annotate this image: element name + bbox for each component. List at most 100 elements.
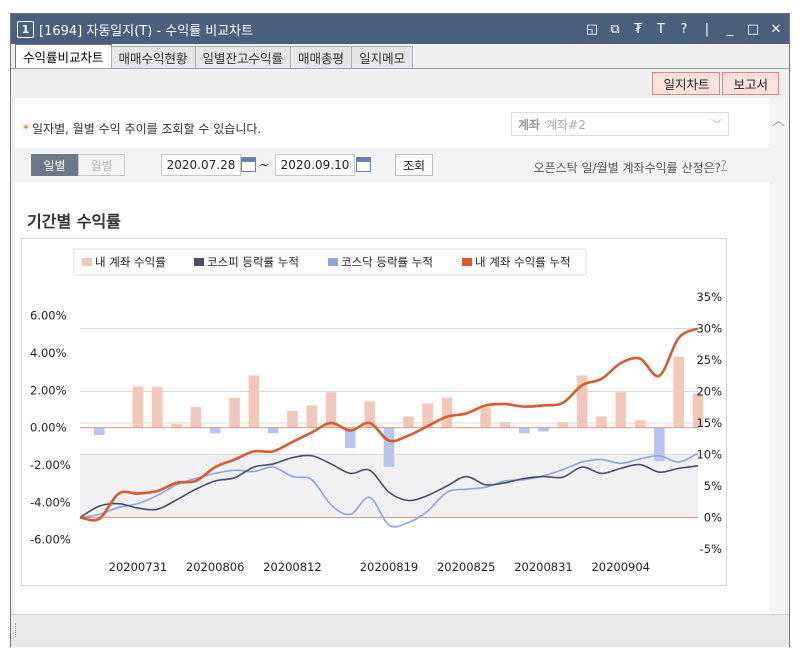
legend-swatch: [462, 258, 472, 266]
return-bar: [518, 427, 530, 434]
return-bar: [248, 375, 260, 428]
return-bar: [287, 410, 298, 428]
start-date-input[interactable]: 2020.07.28: [161, 154, 241, 176]
copy-window-icon[interactable]: ⧉: [610, 21, 620, 37]
return-bar: [480, 407, 491, 428]
query-controls: 일별 월별 2020.07.28 ~ 2020.09.10 조회 오픈스탁 일/…: [15, 148, 769, 182]
chevron-down-icon: ﹀: [711, 118, 722, 131]
return-bar: [306, 405, 318, 428]
notice-label: 일자별, 월별 수익 추이를 조회할 수 있습니다.: [32, 122, 262, 136]
close-icon[interactable]: ✕: [770, 21, 782, 37]
daily-toggle-button[interactable]: 일별: [31, 154, 78, 176]
return-bar: [171, 423, 182, 428]
return-bar: [151, 386, 163, 428]
return-bar: [345, 427, 356, 449]
left-axis-tick: 6.00%: [30, 309, 67, 323]
help-link[interactable]: 오픈스탁 일/월별 계좌수익률 산정은?: [533, 161, 721, 175]
restore-layout-icon[interactable]: ◱: [585, 21, 599, 37]
x-axis-tick: 20200812: [263, 560, 322, 574]
left-axis-tick: -2.00%: [30, 458, 71, 472]
right-axis-tick: 15%: [696, 416, 722, 430]
x-axis-tick: 20200904: [591, 560, 650, 574]
tab-daily-balance-return[interactable]: 일별잔고수익률: [194, 46, 292, 68]
chart-svg: 6.00% 4.00% 2.00% 0.00% -2.00% -4.00% -6.00% 35…: [30, 248, 722, 574]
search-button[interactable]: 조회: [395, 154, 433, 176]
right-axis-tick: 20%: [696, 385, 722, 399]
left-axis-tick: -4.00%: [30, 495, 71, 509]
tab-journal-memo[interactable]: 일지메모: [351, 46, 414, 68]
pin-icon[interactable]: ₮: [633, 21, 643, 37]
resize-grip-icon[interactable]: [15, 623, 17, 637]
tab-bar: 수익률비교차트 매매수익현황 일별잔고수익률 매매총평 일지메모: [11, 44, 789, 69]
asterisk-icon: *: [23, 122, 29, 136]
journal-chart-button[interactable]: 일지차트: [652, 72, 721, 95]
return-bar: [364, 401, 375, 428]
x-axis-tick: 20200825: [437, 560, 496, 574]
window-controls: ◱ ⧉ ₮ T ? | _ □ ✕: [585, 22, 783, 37]
right-axis-tick: 0%: [704, 511, 722, 525]
return-bar: [267, 427, 279, 434]
end-date-input[interactable]: 2020.09.10: [275, 154, 355, 176]
return-bar: [209, 427, 221, 434]
legend-label: 내 계좌 수익률 누적: [475, 255, 571, 269]
legend-label: 코스닥 등락률 누적: [341, 255, 433, 269]
calendar-icon[interactable]: [241, 157, 256, 172]
tab-trading-profit[interactable]: 매매수익현황: [110, 46, 196, 68]
return-bar: [132, 386, 144, 428]
text-size-icon[interactable]: T: [657, 21, 665, 37]
notice-text: * 일자별, 월별 수익 추이를 조회할 수 있습니다.: [23, 120, 261, 137]
return-bar: [576, 375, 588, 428]
return-bar: [654, 427, 665, 462]
legend-swatch: [82, 258, 92, 266]
top-button-group: 일지차트 보고서: [652, 72, 779, 95]
plot-band: [80, 328, 698, 423]
x-axis-tick: 20200806: [186, 560, 245, 574]
calendar-icon[interactable]: [356, 157, 371, 172]
help-icon[interactable]: ?: [680, 21, 688, 37]
window-title: [1694] 자동일지(T) - 수익률 비교차트: [39, 23, 254, 39]
legend-label: 내 계좌 수익률: [95, 255, 166, 269]
return-bar: [325, 392, 337, 428]
legend-swatch: [194, 258, 204, 266]
account-value: 계좌#2: [546, 117, 586, 132]
section-title: 기간별 수익률: [27, 212, 121, 231]
title-bar[interactable]: 1 [1694] 자동일지(T) - 수익률 비교차트 ◱ ⧉ ₮ T ? | …: [11, 14, 789, 44]
return-bar: [557, 422, 569, 428]
period-toggle: 일별 월별: [31, 154, 125, 176]
return-bar: [538, 427, 549, 432]
question-icon[interactable]: ?: [720, 158, 727, 172]
window-number-badge: 1: [17, 20, 34, 38]
legend-label: 코스피 등락률 누적: [207, 255, 299, 269]
maximize-icon[interactable]: □: [746, 21, 760, 37]
return-bar: [499, 422, 511, 428]
right-axis-tick: 5%: [704, 479, 722, 493]
kospi-line: [79, 454, 699, 519]
return-bar: [229, 397, 240, 428]
return-chart: 6.00% 4.00% 2.00% 0.00% -2.00% -4.00% -6.00% 35…: [21, 238, 727, 586]
report-button[interactable]: 보고서: [722, 72, 779, 95]
separator-icon: |: [704, 21, 710, 37]
vertical-scrollbar[interactable]: ︿: [769, 98, 787, 614]
account-select[interactable]: 계좌 계좌#2 ﹀: [511, 112, 729, 136]
tab-return-comparison[interactable]: 수익률비교차트: [15, 44, 112, 68]
return-bar: [94, 427, 105, 436]
tab-trading-review[interactable]: 매매총평: [290, 46, 353, 68]
cumulative-return-line: [79, 327, 699, 522]
date-range-separator: ~: [259, 158, 270, 172]
x-axis-tick: 20200819: [360, 560, 419, 574]
return-bar: [615, 392, 627, 428]
scroll-up-icon[interactable]: ︿: [772, 114, 786, 129]
left-axis-tick: 2.00%: [30, 383, 67, 397]
right-axis-tick: -5%: [700, 542, 722, 556]
left-axis-tick: 0.00%: [30, 421, 67, 435]
return-bar: [403, 416, 414, 428]
x-axis-tick: 20200831: [514, 560, 573, 574]
x-axis-tick: 20200731: [109, 560, 168, 574]
monthly-toggle-button[interactable]: 월별: [78, 154, 125, 176]
account-label: 계좌: [518, 117, 541, 132]
right-axis-tick: 25%: [696, 353, 722, 367]
return-bar: [190, 407, 202, 428]
minimize-icon[interactable]: _: [726, 21, 734, 37]
right-axis-tick: 35%: [696, 290, 722, 304]
status-bar: [11, 614, 789, 647]
